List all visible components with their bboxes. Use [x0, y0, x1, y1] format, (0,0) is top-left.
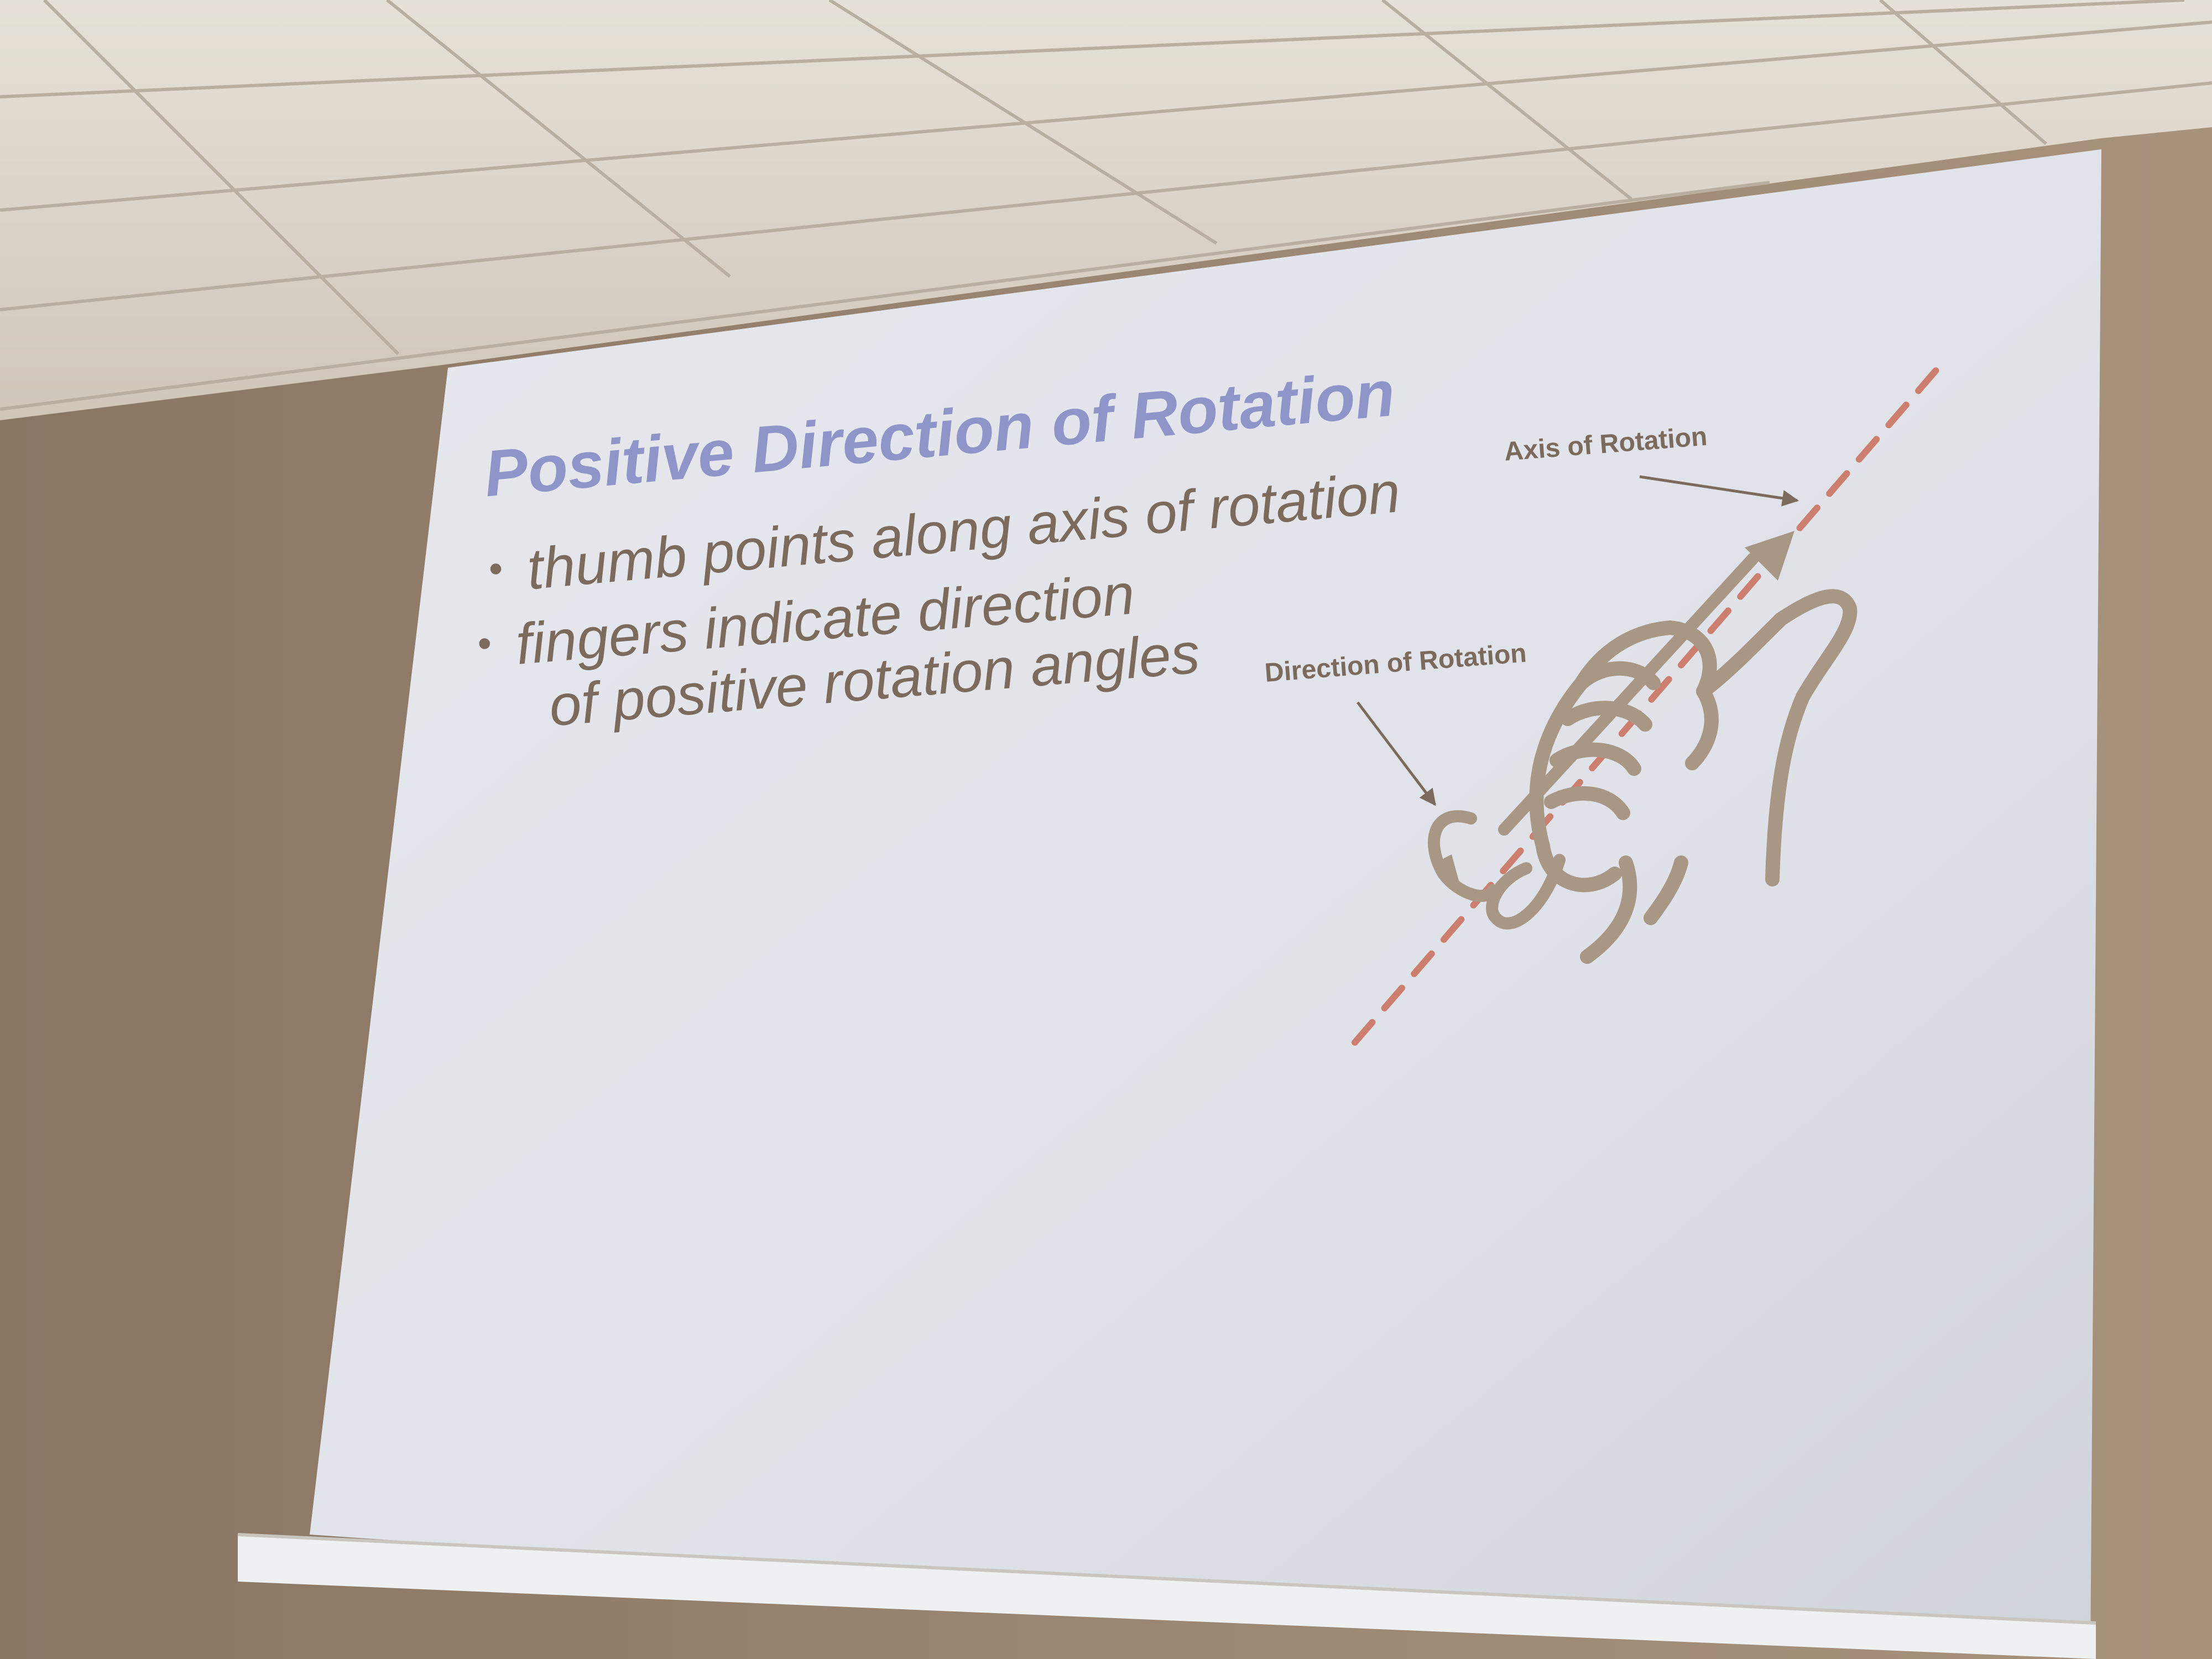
direction-label-pointer — [1357, 701, 1436, 806]
ceiling — [0, 0, 2212, 420]
ceiling-tile-grid — [0, 0, 2212, 411]
projection-screen — [310, 149, 2101, 1658]
right-hand-rule-icon — [1529, 589, 1858, 964]
thumb-arrow-head — [1745, 531, 1794, 581]
screen-casing — [238, 1535, 2096, 1659]
thumb-arrow-shaft — [1498, 552, 1759, 836]
rotation-curl-arrow — [1427, 810, 1566, 930]
axis-label-pointer — [1639, 475, 1799, 507]
rotation-curl-arrowhead — [1435, 854, 1460, 885]
axis-of-rotation-line — [1352, 364, 1942, 1046]
